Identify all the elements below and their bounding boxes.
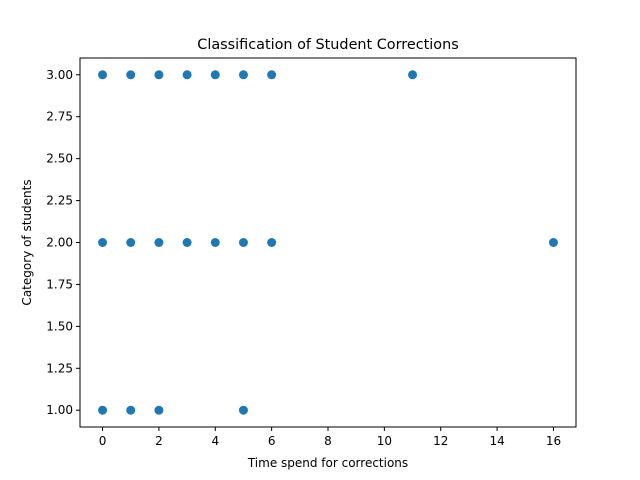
plot-area <box>98 70 558 415</box>
scatter-point <box>182 238 192 247</box>
x-tick-label: 8 <box>324 434 332 448</box>
scatter-point <box>238 70 248 80</box>
x-axis-label: Time spend for corrections <box>247 456 408 470</box>
scatter-point <box>210 70 220 80</box>
scatter-point <box>548 238 558 247</box>
x-tick-label: 6 <box>268 434 276 448</box>
scatter-point <box>126 405 136 415</box>
scatter-point <box>238 405 248 415</box>
x-tick-label: 14 <box>489 434 504 448</box>
y-tick-label: 2.00 <box>46 236 73 250</box>
x-tick-label: 0 <box>99 434 107 448</box>
scatter-point <box>98 405 108 415</box>
y-tick-label: 2.75 <box>46 110 73 124</box>
scatter-point <box>126 238 136 247</box>
x-tick-label: 4 <box>211 434 219 448</box>
y-tick-label: 2.50 <box>46 152 73 166</box>
scatter-point <box>267 238 277 247</box>
scatter-point <box>408 70 418 80</box>
y-tick-label: 1.00 <box>46 403 73 417</box>
x-tick-label: 10 <box>377 434 392 448</box>
axes-frame <box>79 57 577 428</box>
scatter-point <box>98 70 108 80</box>
scatter-point <box>154 238 164 247</box>
y-axis-label: Category of students <box>20 179 34 305</box>
x-tick-label: 12 <box>433 434 448 448</box>
y-tick-label: 1.50 <box>46 319 73 333</box>
y-tick-label: 1.75 <box>46 277 73 291</box>
y-tick-label: 1.25 <box>46 361 73 375</box>
scatter-point <box>98 238 108 247</box>
scatter-point <box>267 70 277 80</box>
y-tick-label: 3.00 <box>46 68 73 82</box>
y-axis: 1.00 1.25 1.50 1.75 2.00 2.25 2.50 2.75 3.00 <box>46 68 80 417</box>
chart-title: Classification of Student Corrections <box>197 37 458 53</box>
x-tick-label: 16 <box>546 434 561 448</box>
scatter-point <box>126 70 136 80</box>
scatter-point <box>238 238 248 247</box>
x-axis: 0 2 4 6 8 10 12 14 16 <box>99 427 561 448</box>
scatter-point <box>210 238 220 247</box>
scatter-point <box>154 70 164 80</box>
x-tick-label: 2 <box>155 434 163 448</box>
scatter-point <box>182 70 192 80</box>
y-tick-label: 2.25 <box>46 194 73 208</box>
scatter-point <box>154 405 164 415</box>
